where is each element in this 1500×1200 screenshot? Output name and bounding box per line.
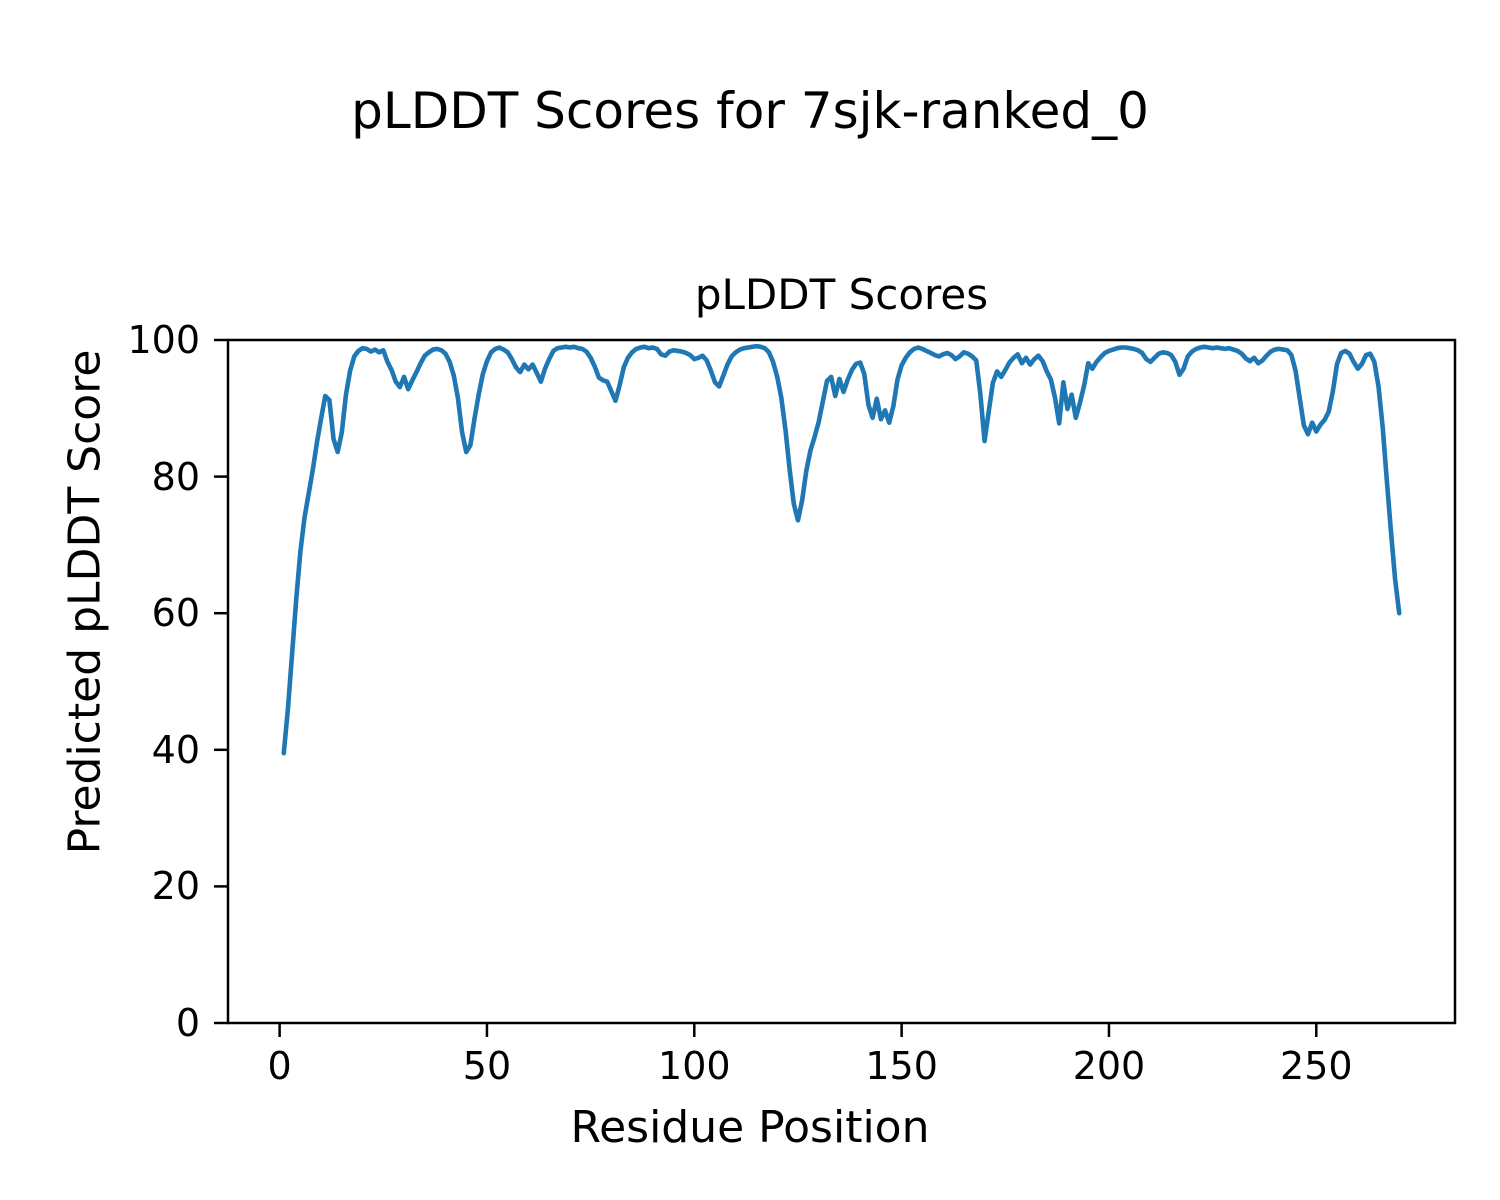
- figure-title: pLDDT Scores for 7sjk-ranked_0: [351, 82, 1149, 140]
- x-tick-label: 150: [865, 1044, 938, 1088]
- y-tick-label: 60: [151, 591, 200, 636]
- axis-ticks: [214, 338, 1318, 1037]
- y-tick-label: 20: [151, 864, 200, 909]
- y-tick-label: 0: [175, 1001, 200, 1045]
- x-axis-label: Residue Position: [570, 1102, 930, 1153]
- x-tick-label: 200: [1072, 1044, 1146, 1088]
- y-tick-label: 80: [151, 454, 200, 499]
- x-tick-label: 100: [658, 1044, 731, 1088]
- y-tick-label: 100: [127, 318, 200, 362]
- x-tick-label: 0: [267, 1044, 292, 1088]
- y-tick-label: 40: [151, 727, 200, 772]
- x-tick-label: 50: [462, 1044, 512, 1088]
- plddt-line: [281, 343, 1402, 756]
- axes-frame: [226, 338, 1457, 1025]
- x-tick-label: 250: [1280, 1044, 1353, 1088]
- axes-title: pLDDT Scores: [694, 270, 989, 319]
